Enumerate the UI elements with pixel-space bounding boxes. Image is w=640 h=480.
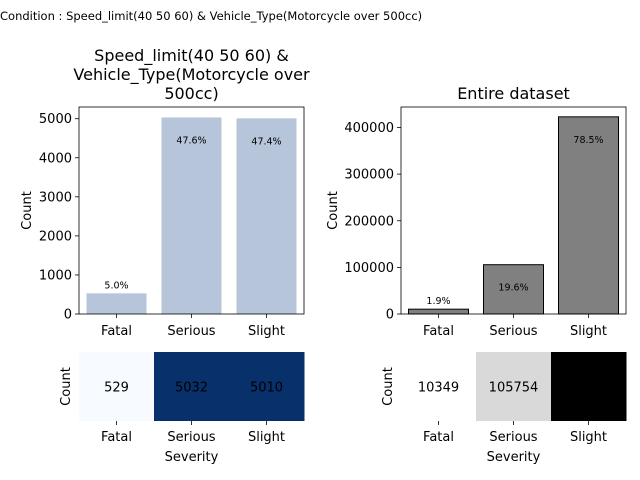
- y-axis-label: Count: [20, 191, 35, 230]
- chart-title-line: Entire dataset: [457, 84, 570, 103]
- x-tick-label: Slight: [570, 430, 607, 445]
- x-axis-label: Severity: [487, 450, 541, 465]
- heatmap-entire-dataset: 10349 Fatal 105754 Serious 422886 Slight Sever…: [381, 352, 627, 465]
- axes-frame: [78, 106, 305, 315]
- bar-serious: [161, 117, 222, 315]
- x-tick-label: Fatal: [423, 430, 454, 445]
- percent-label: 5.0%: [104, 280, 128, 291]
- y-tick-label: 5000: [39, 112, 72, 127]
- cell-label: 105754: [489, 381, 539, 396]
- percent-label: 19.6%: [498, 283, 528, 294]
- bar-slight: [236, 118, 297, 314]
- y-tick-label: 1000: [39, 268, 72, 283]
- percent-label: 47.4%: [251, 136, 281, 147]
- chart-title-line: Vehicle_Type(Motorcycle over: [73, 65, 310, 85]
- heatmap-cell-slight: [551, 352, 627, 421]
- x-tick-label: Serious: [489, 324, 537, 339]
- bar-slight: [558, 116, 619, 315]
- y-axis-label: Count: [59, 367, 74, 406]
- heatmap-condition: 529 Fatal 5032 Serious 5010 Slight Severity Cou…: [59, 352, 305, 465]
- cell-label: 5032: [175, 381, 208, 396]
- x-tick-label: Fatal: [101, 324, 132, 339]
- percent-label: 1.9%: [426, 296, 450, 307]
- y-tick-label: 200000: [344, 214, 394, 229]
- chart-title-line: 500cc): [164, 84, 218, 103]
- x-tick-label: Slight: [248, 324, 285, 339]
- condition-text: Condition : Speed_limit(40 50 60) & Vehi…: [0, 9, 422, 23]
- x-tick-label: Fatal: [423, 324, 454, 339]
- cell-label: 10349: [418, 381, 459, 396]
- x-tick-label: Serious: [167, 324, 215, 339]
- percent-label: 47.6%: [176, 135, 206, 146]
- cell-label: 422886: [564, 381, 614, 396]
- chart-title-line: Speed_limit(40 50 60) &: [94, 46, 289, 66]
- x-tick-label: Fatal: [101, 430, 132, 445]
- bar-serious: [483, 264, 544, 315]
- y-tick-label: 100000: [344, 261, 394, 276]
- heatmap-cell-slight: [229, 352, 305, 421]
- cell-label: 529: [104, 381, 129, 396]
- y-tick-label: 3000: [39, 190, 72, 205]
- y-tick-label: 400000: [344, 121, 394, 136]
- bar-fatal: [408, 308, 469, 315]
- y-tick-label: 2000: [39, 229, 72, 244]
- x-tick-label: Slight: [248, 430, 285, 445]
- x-tick-label: Serious: [167, 430, 215, 445]
- heatmap-cell-fatal: [401, 352, 477, 421]
- y-tick-label: 300000: [344, 168, 394, 183]
- y-tick-label: 0: [386, 308, 394, 323]
- heatmap-cell-serious: [476, 352, 552, 421]
- cell-label: 5010: [250, 381, 283, 396]
- bar-fatal: [86, 293, 147, 314]
- x-axis-label: Severity: [165, 450, 219, 465]
- bar-chart-entire-dataset: Entire dataset 1.9% Fatal 19.6% Serious 78.5%…: [326, 84, 627, 339]
- y-axis-label: Count: [326, 191, 341, 230]
- x-tick-label: Slight: [570, 324, 607, 339]
- y-tick-label: 0: [64, 308, 72, 323]
- y-tick-label: 4000: [39, 151, 72, 166]
- x-tick-label: Serious: [489, 430, 537, 445]
- y-axis-label: Count: [381, 367, 396, 406]
- axes-frame: [400, 106, 627, 315]
- percent-label: 78.5%: [573, 135, 603, 146]
- bar-chart-condition: Speed_limit(40 50 60) &Vehicle_Type(Moto…: [20, 46, 310, 339]
- heatmap-cell-fatal: [79, 352, 155, 421]
- heatmap-cell-serious: [154, 352, 230, 421]
